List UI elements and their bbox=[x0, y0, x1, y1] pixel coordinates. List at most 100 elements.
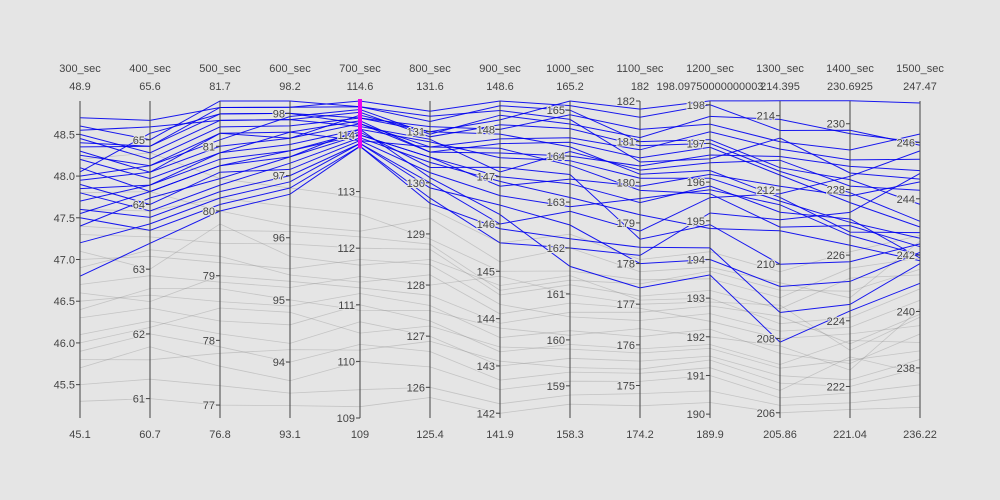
tick-label: 97 bbox=[273, 171, 285, 183]
axis-min-label: 158.3 bbox=[556, 429, 584, 441]
axis-600_sec[interactable]: 600_sec 98.2 93.1 94 95 96 97 98 bbox=[269, 63, 311, 441]
tick-label: 112 bbox=[337, 243, 355, 255]
axis-min-label: 205.86 bbox=[763, 429, 797, 441]
axis-1000_sec[interactable]: 1000_sec 165.2 158.3 159 160 161 162 163 164 165 bbox=[546, 63, 595, 441]
axis-title: 1000_sec bbox=[546, 63, 594, 75]
tick-label: 196 bbox=[687, 177, 705, 189]
axis-500_sec[interactable]: 500_sec 81.7 76.8 77 78 79 80 81 bbox=[199, 63, 241, 441]
axis-min-label: 76.8 bbox=[209, 429, 230, 441]
tick-label: 144 bbox=[477, 314, 495, 326]
tick-label: 96 bbox=[273, 233, 285, 245]
axis-1300_sec[interactable]: 1300_sec 214.395 205.86 206 208 210 212 214 bbox=[756, 63, 805, 441]
axis-title: 1200_sec bbox=[686, 63, 734, 75]
axes: 300_sec 48.9 45.1 45.5 46.0 46.5 47.0 47.5 48.0 4… bbox=[53, 63, 945, 441]
tick-label: 61 bbox=[133, 394, 145, 406]
tick-label: 114 bbox=[337, 130, 355, 142]
tick-label: 165 bbox=[547, 105, 565, 117]
tick-label: 193 bbox=[687, 293, 705, 305]
tick-label: 246 bbox=[897, 137, 915, 149]
tick-label: 127 bbox=[407, 331, 425, 343]
tick-label: 48.5 bbox=[54, 129, 75, 141]
axis-min-label: 236.22 bbox=[903, 429, 937, 441]
tick-label: 190 bbox=[687, 409, 705, 421]
tick-label: 175 bbox=[617, 380, 635, 392]
tick-label: 129 bbox=[407, 229, 425, 241]
axis-max-label: 131.6 bbox=[416, 81, 444, 93]
tick-label: 182 bbox=[617, 96, 635, 108]
tick-label: 128 bbox=[407, 280, 425, 292]
tick-label: 94 bbox=[273, 357, 285, 369]
axis-min-label: 109 bbox=[351, 429, 369, 441]
axis-min-label: 45.1 bbox=[69, 429, 90, 441]
axis-title: 900_sec bbox=[479, 63, 521, 75]
tick-label: 146 bbox=[477, 219, 495, 231]
axis-300_sec[interactable]: 300_sec 48.9 45.1 45.5 46.0 46.5 47.0 47.5 48.0 4… bbox=[53, 63, 102, 441]
axis-800_sec[interactable]: 800_sec 131.6 125.4 126 127 128 129 130 131 bbox=[406, 63, 452, 441]
tick-label: 109 bbox=[337, 413, 355, 425]
tick-label: 176 bbox=[617, 340, 635, 352]
tick-label: 160 bbox=[547, 335, 565, 347]
axis-title: 1500_sec bbox=[896, 63, 944, 75]
axis-min-label: 93.1 bbox=[279, 429, 300, 441]
tick-label: 126 bbox=[407, 382, 425, 394]
tick-label: 230 bbox=[827, 119, 845, 131]
axis-900_sec[interactable]: 900_sec 148.6 141.9 142 143 144 145 146 147 148 bbox=[476, 63, 522, 441]
tick-label: 180 bbox=[617, 177, 635, 189]
tick-label: 80 bbox=[203, 206, 215, 218]
axis-1500_sec[interactable]: 1500_sec 247.47 236.22 238 240 242 244 246 bbox=[896, 63, 945, 441]
tick-label: 142 bbox=[477, 408, 495, 420]
tick-label: 242 bbox=[897, 250, 915, 262]
axis-min-label: 60.7 bbox=[139, 429, 160, 441]
axis-1200_sec[interactable]: 1200_sec 198.09750000000003 189.9 190 191 192… bbox=[656, 63, 763, 441]
axis-title: 1100_sec bbox=[617, 63, 664, 75]
axis-title: 400_sec bbox=[129, 63, 171, 75]
axis-max-label: 247.47 bbox=[903, 81, 937, 93]
tick-label: 64 bbox=[133, 200, 145, 212]
axis-max-label: 148.6 bbox=[486, 81, 514, 93]
tick-label: 63 bbox=[133, 264, 145, 276]
tick-label: 163 bbox=[547, 197, 565, 209]
axis-max-label: 165.2 bbox=[556, 81, 584, 93]
tick-label: 79 bbox=[203, 271, 215, 283]
axis-max-label: 81.7 bbox=[209, 81, 230, 93]
tick-label: 148 bbox=[477, 124, 495, 136]
tick-label: 78 bbox=[203, 335, 215, 347]
axis-1100_sec[interactable]: 1100_sec 182 174.2 175 176 177 178 179 180 181 182 bbox=[616, 63, 664, 441]
tick-label: 47.0 bbox=[54, 255, 75, 267]
axis-max-label: 230.6925 bbox=[827, 81, 873, 93]
tick-label: 238 bbox=[897, 363, 915, 375]
tick-label: 228 bbox=[827, 184, 845, 196]
tick-label: 206 bbox=[757, 408, 775, 420]
constraint-range-bar[interactable] bbox=[358, 99, 362, 149]
axis-max-label: 198.09750000000003 bbox=[656, 81, 763, 93]
axis-400_sec[interactable]: 400_sec 65.6 60.7 61 62 63 64 65 bbox=[129, 63, 171, 441]
axis-min-label: 174.2 bbox=[626, 429, 654, 441]
tick-label: 143 bbox=[477, 361, 495, 373]
tick-label: 210 bbox=[757, 259, 775, 271]
tick-label: 195 bbox=[687, 216, 705, 228]
tick-label: 45.5 bbox=[54, 380, 75, 392]
tick-label: 65 bbox=[133, 135, 145, 147]
axis-1400_sec[interactable]: 1400_sec 230.6925 221.04 222 224 226 228 230 bbox=[826, 63, 875, 441]
axis-min-label: 125.4 bbox=[416, 429, 444, 441]
axis-700_sec[interactable]: 700_sec 114.6 109 109 110 111 112 113 114 bbox=[336, 63, 382, 441]
tick-label: 224 bbox=[827, 316, 845, 328]
tick-label: 179 bbox=[617, 218, 635, 230]
tick-label: 159 bbox=[547, 381, 565, 393]
axis-title: 1400_sec bbox=[826, 63, 874, 75]
tick-label: 113 bbox=[337, 187, 355, 199]
axis-max-label: 65.6 bbox=[139, 81, 160, 93]
axis-max-label: 182 bbox=[631, 81, 649, 93]
tick-label: 62 bbox=[133, 329, 145, 341]
tick-label: 214 bbox=[757, 111, 775, 123]
axis-title: 800_sec bbox=[409, 63, 451, 75]
tick-label: 164 bbox=[547, 151, 565, 163]
tick-label: 198 bbox=[687, 100, 705, 112]
axis-title: 300_sec bbox=[59, 63, 101, 75]
tick-label: 240 bbox=[897, 306, 915, 318]
axis-min-label: 141.9 bbox=[486, 429, 514, 441]
tick-label: 130 bbox=[407, 178, 425, 190]
tick-label: 131 bbox=[407, 127, 425, 139]
tick-label: 77 bbox=[203, 400, 215, 412]
